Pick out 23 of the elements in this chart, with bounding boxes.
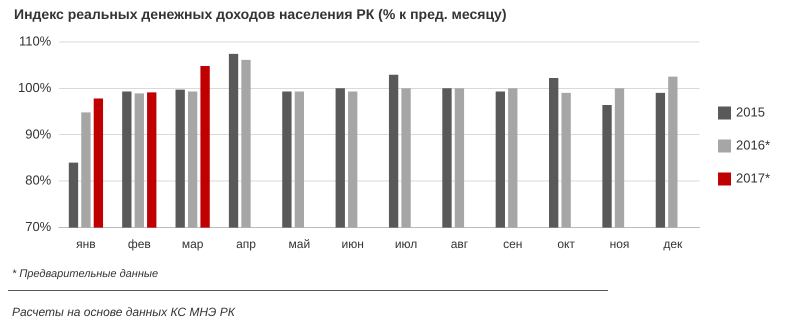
- x-tick-label: май: [288, 237, 310, 252]
- y-tick-label: 110%: [18, 33, 52, 48]
- x-tick-label: янв: [76, 237, 96, 252]
- x-tick-label: июн: [342, 237, 364, 252]
- text: Расчеты на основе данных КС МНЭ РК: [12, 305, 235, 319]
- legend-label: 2015: [736, 104, 765, 120]
- x-tick-label: мар: [182, 237, 204, 252]
- x-tick-label: ноя: [610, 237, 630, 252]
- x-tick-label: сен: [503, 237, 522, 252]
- legend-label: 2016*: [736, 138, 770, 153]
- y-tick-label: 90%: [25, 126, 52, 142]
- y-tick-label: 70%: [25, 219, 52, 234]
- y-tick-label: 100%: [18, 80, 52, 95]
- x-tick-label: апр: [236, 237, 256, 252]
- y-tick-label: 80%: [25, 172, 52, 188]
- x-tick-label: июл: [394, 237, 418, 252]
- x-tick-label: окт: [557, 237, 576, 252]
- x-tick-label: авг: [450, 237, 469, 252]
- legend-label: 2017*: [736, 170, 770, 186]
- x-tick-label: фев: [128, 237, 151, 252]
- chart-title: Индекс реальных денежных доходов населения РК (% к пред. месяцу): [14, 6, 507, 22]
- text: * Предварительные данные: [12, 268, 158, 280]
- x-tick-label: дек: [663, 237, 684, 252]
